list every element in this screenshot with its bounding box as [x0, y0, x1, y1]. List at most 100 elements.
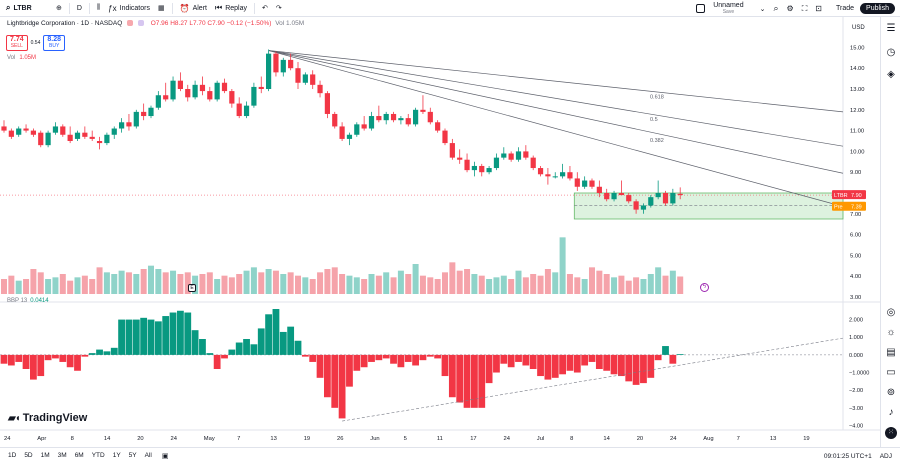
- range-5d[interactable]: 5D: [24, 452, 33, 459]
- time-tick-label: 19: [803, 436, 809, 442]
- publish-button[interactable]: Publish: [860, 3, 895, 14]
- layout-name-button[interactable]: Unnamed Save: [713, 2, 743, 16]
- undo-button[interactable]: ↶: [258, 0, 272, 17]
- range-1m[interactable]: 1M: [40, 452, 50, 459]
- apps-grid-icon[interactable]: ⁙: [885, 427, 897, 439]
- bbp-bar: [177, 310, 184, 355]
- candle-body: [280, 59, 286, 73]
- bbp-bar: [515, 354, 522, 362]
- range-1d[interactable]: 1D: [8, 452, 17, 459]
- volume-bar: [581, 279, 588, 294]
- fullscreen-icon[interactable]: ⛶: [801, 3, 808, 13]
- bbp-bar: [221, 354, 228, 359]
- alert-button[interactable]: ⏰ Alert: [176, 0, 211, 17]
- templates-button[interactable]: ▦: [154, 0, 169, 17]
- notifications-icon[interactable]: ♪: [888, 407, 894, 418]
- chart-canvas[interactable]: 0.618 0.5 0.382 USD 15.00 14.00 13.00 12.00 11.…: [0, 17, 880, 447]
- bbp-bar: [154, 321, 162, 355]
- volume-bar: [397, 270, 404, 294]
- divider: [253, 2, 255, 14]
- bbp-bar: [581, 354, 589, 366]
- interval-button[interactable]: D: [73, 0, 86, 17]
- last-price-tag: [832, 190, 866, 200]
- signal-icon[interactable]: ⊚: [886, 387, 896, 398]
- bbp-bar: [485, 354, 493, 384]
- chat-icon[interactable]: ▭: [886, 367, 896, 378]
- candle-body: [523, 151, 529, 158]
- clock[interactable]: 09:01:25 UTC+1: [823, 452, 872, 460]
- ideas-icon[interactable]: ☼: [886, 327, 896, 338]
- sell-price: 7.74: [10, 36, 24, 43]
- candle-body: [236, 103, 242, 117]
- pre-tag-label: Pre: [834, 205, 843, 211]
- chart-type-button[interactable]: ⫼: [93, 0, 104, 17]
- compare-button[interactable]: ⊕: [52, 0, 66, 17]
- candle-body: [207, 91, 213, 100]
- bbp-bar: [654, 354, 662, 361]
- bbp-bar: [96, 349, 103, 355]
- bbp-trendline: [342, 337, 844, 422]
- volume-bar: [37, 272, 44, 294]
- range-ytd[interactable]: YTD: [91, 452, 105, 459]
- range-5y[interactable]: 5Y: [128, 452, 137, 459]
- sell-buy-panel: 7.74 SELL 0.54 8.28 BUY: [6, 35, 65, 51]
- earnings-marker[interactable]: E: [188, 284, 196, 292]
- alerts-clock-icon[interactable]: ◷: [886, 47, 896, 58]
- camera-icon[interactable]: ⊡: [815, 4, 822, 13]
- sell-button[interactable]: 7.74 SELL: [6, 35, 28, 51]
- price-tick-label: 9.00: [850, 170, 861, 176]
- calendar-range-icon[interactable]: ▣: [161, 452, 169, 460]
- watchlist-icon[interactable]: ☰: [886, 23, 896, 34]
- bars-icon: [137, 20, 144, 27]
- symbol-tag: LTBR: [834, 193, 848, 199]
- trade-button[interactable]: Trade: [836, 5, 855, 12]
- range-all[interactable]: All: [144, 452, 152, 459]
- volume-bar: [52, 277, 59, 294]
- buy-button[interactable]: 8.28 BUY: [43, 35, 65, 51]
- bbp-bar: [618, 354, 625, 377]
- calendar-icon[interactable]: ▤: [886, 347, 896, 358]
- redo-button[interactable]: ↷: [272, 0, 286, 17]
- volume-bar: [74, 277, 81, 294]
- price-tick-label: 11.00: [850, 129, 864, 135]
- replay-button[interactable]: ⏮ Replay: [211, 0, 251, 17]
- volume-bar: [611, 277, 618, 294]
- bbp-bar: [463, 354, 471, 408]
- candle-body: [405, 118, 411, 125]
- volume-bar: [464, 269, 471, 294]
- candle-body: [221, 82, 228, 92]
- layout-checkbox-icon[interactable]: [696, 4, 706, 13]
- bbp-bar: [338, 354, 346, 419]
- volume-bar: [478, 275, 485, 294]
- bbp-bar: [316, 354, 324, 378]
- indicators-button[interactable]: ƒx Indicators: [104, 0, 154, 17]
- alarm-icon: ⏰: [179, 3, 190, 13]
- volume-bar: [574, 277, 581, 294]
- layers-icon[interactable]: ◈: [887, 69, 895, 80]
- range-6m[interactable]: 6M: [74, 452, 84, 459]
- osc-tick-label: −3.00: [849, 406, 863, 412]
- bbp-bar: [22, 354, 30, 369]
- interval-label: D: [76, 4, 82, 12]
- bbp-bar: [456, 354, 464, 403]
- candle-body: [229, 91, 235, 104]
- fibonacci-fan[interactable]: 0.618 0.5 0.382: [268, 50, 844, 207]
- candle-body: [427, 111, 433, 123]
- chevron-down-icon[interactable]: ⌄: [759, 5, 766, 13]
- bbp-bar: [88, 353, 96, 355]
- settings-icon[interactable]: ⚙: [786, 4, 794, 13]
- target-icon[interactable]: ◎: [886, 307, 896, 318]
- adj-toggle[interactable]: ADJ: [879, 452, 892, 460]
- candle-body: [486, 168, 492, 173]
- candle-body: [96, 141, 103, 144]
- range-3m[interactable]: 3M: [57, 452, 67, 459]
- volume-bar: [177, 274, 184, 294]
- bbp-bar: [265, 314, 272, 355]
- lightning-icon[interactable]: ϟ: [700, 283, 709, 292]
- bbp-bar: [603, 354, 611, 371]
- bbp-bar: [199, 339, 206, 355]
- volume-bar: [125, 272, 132, 294]
- range-1y[interactable]: 1Y: [112, 452, 121, 459]
- symbol-search[interactable]: ⌕ LTBR: [0, 0, 52, 17]
- quick-search-icon[interactable]: ⌕: [773, 3, 779, 13]
